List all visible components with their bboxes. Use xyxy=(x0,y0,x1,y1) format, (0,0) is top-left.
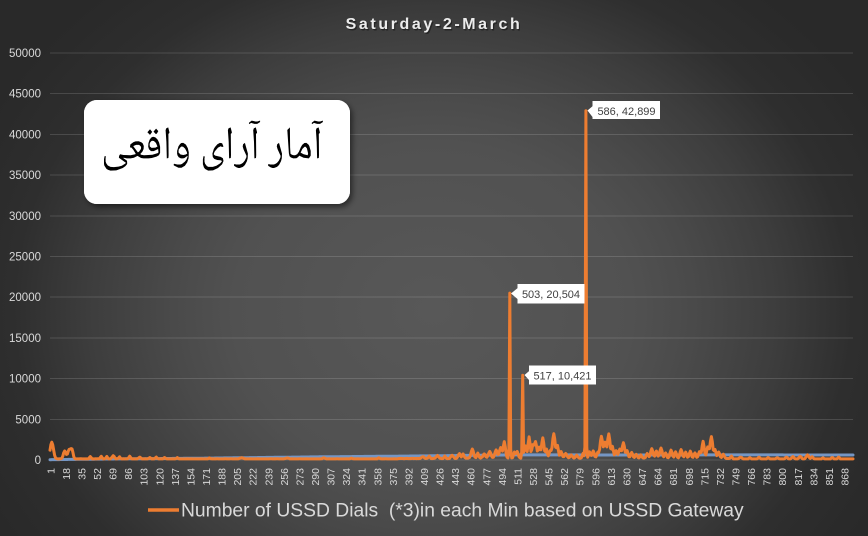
svg-text:324: 324 xyxy=(341,468,353,486)
svg-text:40000: 40000 xyxy=(9,129,41,141)
svg-text:503, 20,504: 503, 20,504 xyxy=(522,289,580,301)
svg-text:5000: 5000 xyxy=(15,414,41,426)
svg-text:0: 0 xyxy=(35,455,41,467)
svg-text:20000: 20000 xyxy=(9,292,41,304)
svg-text:766: 766 xyxy=(746,468,758,486)
svg-text:517, 10,421: 517, 10,421 xyxy=(533,371,591,383)
svg-text:35: 35 xyxy=(76,468,88,480)
svg-text:409: 409 xyxy=(419,468,431,486)
svg-text:443: 443 xyxy=(450,468,462,486)
svg-text:647: 647 xyxy=(637,468,649,486)
svg-text:681: 681 xyxy=(668,468,680,486)
svg-text:545: 545 xyxy=(544,468,556,486)
svg-text:45000: 45000 xyxy=(9,89,41,101)
svg-text:732: 732 xyxy=(715,468,727,486)
svg-text:375: 375 xyxy=(388,468,400,486)
svg-text:494: 494 xyxy=(497,468,509,486)
svg-text:256: 256 xyxy=(279,468,291,486)
svg-text:25000: 25000 xyxy=(9,252,41,264)
svg-text:460: 460 xyxy=(466,468,478,486)
svg-text:341: 341 xyxy=(357,468,369,486)
svg-text:18: 18 xyxy=(61,468,73,480)
svg-text:749: 749 xyxy=(731,468,743,486)
svg-text:817: 817 xyxy=(793,468,805,486)
svg-text:103: 103 xyxy=(139,468,151,486)
svg-text:86: 86 xyxy=(123,468,135,480)
svg-text:800: 800 xyxy=(777,468,789,486)
svg-text:579: 579 xyxy=(575,468,587,486)
svg-text:239: 239 xyxy=(263,468,275,486)
svg-text:50000: 50000 xyxy=(9,48,41,60)
svg-text:Saturday-2-March: Saturday-2-March xyxy=(347,17,524,34)
svg-text:511: 511 xyxy=(513,468,525,485)
svg-text:52: 52 xyxy=(92,468,104,480)
svg-text:868: 868 xyxy=(840,468,852,486)
svg-text:307: 307 xyxy=(326,468,338,486)
svg-text:154: 154 xyxy=(185,468,197,486)
svg-text:205: 205 xyxy=(232,468,244,486)
svg-text:664: 664 xyxy=(653,468,665,486)
svg-text:290: 290 xyxy=(310,468,322,486)
svg-text:392: 392 xyxy=(404,468,416,486)
svg-text:30000: 30000 xyxy=(9,211,41,223)
svg-text:171: 171 xyxy=(201,468,213,486)
svg-text:358: 358 xyxy=(372,468,384,486)
svg-text:528: 528 xyxy=(528,468,540,486)
svg-text:715: 715 xyxy=(699,468,711,486)
svg-text:273: 273 xyxy=(295,468,307,486)
svg-text:222: 222 xyxy=(248,468,260,486)
svg-text:783: 783 xyxy=(762,468,774,486)
svg-text:834: 834 xyxy=(808,468,820,486)
svg-text:Saturday-2-March: Saturday-2-March xyxy=(346,16,523,33)
svg-text:137: 137 xyxy=(170,468,182,486)
svg-text:10000: 10000 xyxy=(9,374,41,386)
svg-text:477: 477 xyxy=(481,468,493,486)
svg-text:562: 562 xyxy=(559,468,571,486)
svg-text:15000: 15000 xyxy=(9,333,41,345)
svg-text:69: 69 xyxy=(108,468,120,480)
svg-text:120: 120 xyxy=(154,468,166,486)
svg-text:426: 426 xyxy=(435,468,447,486)
svg-text:630: 630 xyxy=(622,468,634,486)
svg-text:35000: 35000 xyxy=(9,170,41,182)
svg-text:596: 596 xyxy=(590,468,602,486)
svg-text:698: 698 xyxy=(684,468,696,486)
svg-text:613: 613 xyxy=(606,468,618,486)
svg-text:188: 188 xyxy=(217,468,229,486)
svg-text:1: 1 xyxy=(45,468,57,474)
svg-text:851: 851 xyxy=(824,468,836,486)
svg-text:Number of USSD Dials (*3)in e: Number of USSD Dials (*3)in each Min bas… xyxy=(181,501,744,522)
svg-text:586, 42,899: 586, 42,899 xyxy=(597,106,655,118)
